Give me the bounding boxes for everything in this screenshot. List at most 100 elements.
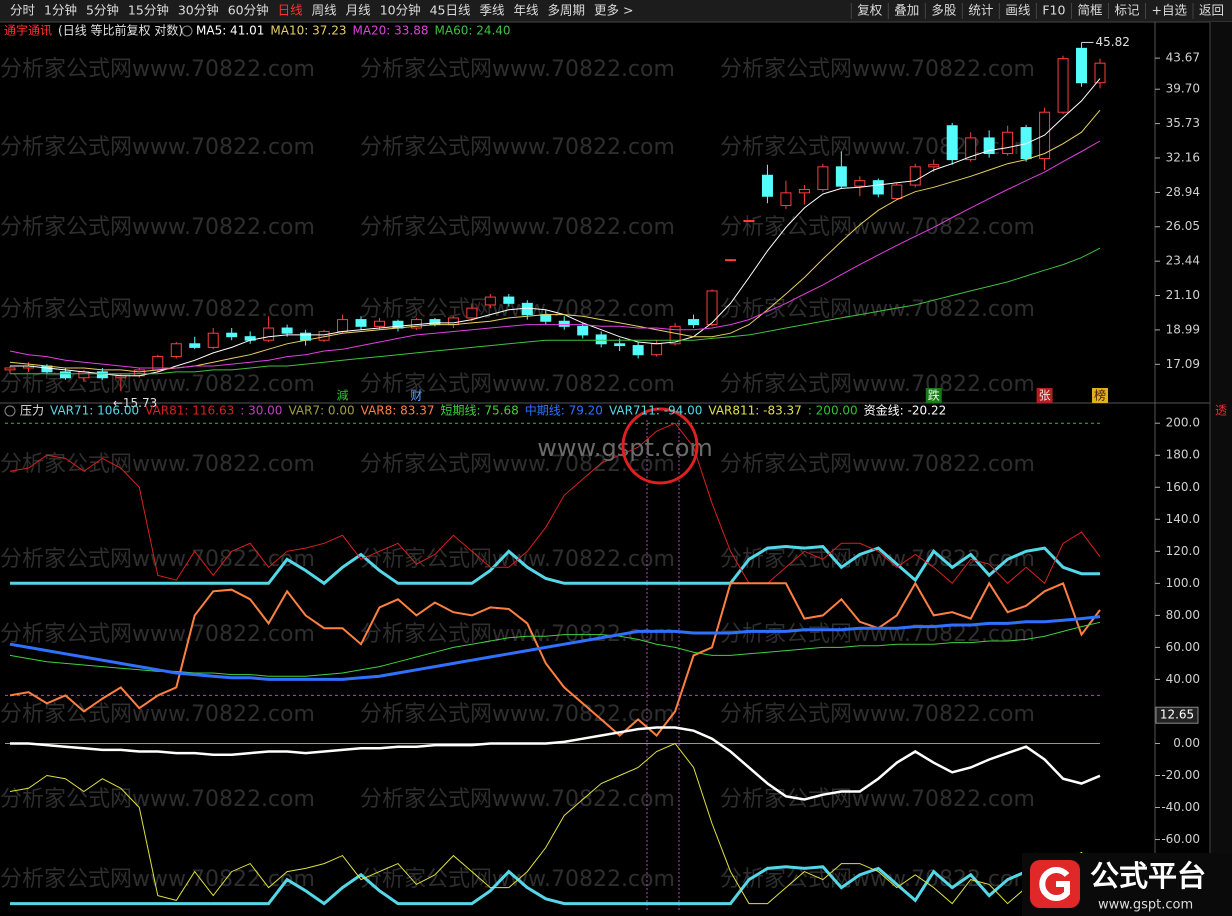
watermark: 分析家公式网www.70822.com <box>360 215 675 240</box>
candle-body <box>503 296 515 304</box>
watermark: 分析家公式网www.70822.com <box>360 452 675 477</box>
candle-body <box>1002 131 1014 155</box>
toolbar-item[interactable]: +自选 <box>1152 3 1188 18</box>
candle-body <box>540 314 552 322</box>
event-label: 张 <box>1039 389 1051 403</box>
candle-body <box>577 325 589 336</box>
candle-body <box>891 184 903 200</box>
toolbar-item[interactable]: 月线 <box>346 3 372 18</box>
toolbar-item[interactable]: 年线 <box>514 3 540 18</box>
y-tick-label: 200.0 <box>1166 416 1200 430</box>
event-label: 減 <box>337 388 349 403</box>
candle-body <box>688 319 700 326</box>
watermark: 分析家公式网www.70822.com <box>720 702 1035 727</box>
candle-body <box>965 137 977 161</box>
header-label: : 30.00 <box>240 404 282 418</box>
candle-body <box>817 166 829 190</box>
logo-title: 公式平台 <box>1090 859 1206 893</box>
candle-body <box>651 343 663 356</box>
current-value-box <box>1155 706 1199 724</box>
annotation: ←15.73 <box>113 396 157 410</box>
candle-body <box>1076 47 1088 84</box>
toolbar-item[interactable]: 更多 > <box>594 3 633 18</box>
header-label: VAR711: -94.00 <box>609 404 702 418</box>
toolbar-item[interactable]: 标记 <box>1114 3 1140 18</box>
toolbar <box>0 0 1232 22</box>
toolbar-item[interactable]: 周线 <box>312 3 338 18</box>
toolbar-item[interactable]: 叠加 <box>894 3 919 18</box>
candle-body <box>983 137 995 155</box>
toolbar-item[interactable]: 45日线 <box>430 3 471 18</box>
current-value-label: 12.65 <box>1160 708 1194 722</box>
highlight-circle <box>621 407 699 485</box>
toolbar-item[interactable]: 多股 <box>931 3 957 18</box>
toolbar-item[interactable]: 60分钟 <box>228 3 269 18</box>
watermark: 分析家公式网www.70822.com <box>720 787 1035 812</box>
toolbar-item[interactable]: F10 <box>1042 3 1065 18</box>
plot: 17.09 18.99 21.10 23.44 26.05 28.94 32.16 35.73… <box>4 35 1200 906</box>
y-tick-label: 60.00 <box>1166 640 1200 654</box>
toolbar-item[interactable]: 日线 <box>278 3 304 18</box>
header-label: VAR7: 0.00 <box>288 404 354 418</box>
y-tick-label: 23.44 <box>1166 254 1200 268</box>
toolbar-item[interactable]: 复权 <box>857 3 883 18</box>
toolbar-item[interactable]: 分时 <box>10 3 36 18</box>
y-tick-label: 32.16 <box>1166 150 1200 164</box>
watermark: 分析家公式网www.70822.com <box>720 622 1035 647</box>
watermarks: 分析家公式网www.70822.com 分析家公式网www.70822.com 分析… <box>0 57 1035 892</box>
toolbar-item[interactable]: 画线 <box>1005 3 1031 18</box>
toolbar-item[interactable]: 季线 <box>480 3 506 18</box>
header-label: MA20: 33.88 <box>352 24 428 38</box>
candle-body <box>872 180 884 195</box>
toolbar-item[interactable]: 10分钟 <box>380 3 421 18</box>
candle-body <box>706 290 718 326</box>
toolbar-item[interactable]: 1分钟 <box>44 3 77 18</box>
indicator-line <box>9 621 1101 677</box>
toolbar-item[interactable]: 30分钟 <box>178 3 219 18</box>
watermark: 分析家公式网www.70822.com <box>0 135 315 160</box>
logo-url: www.gspt.com <box>1098 898 1193 913</box>
watermark: 分析家公式网www.70822.com <box>0 297 315 322</box>
candle-body <box>263 327 275 341</box>
toolbar-item[interactable]: 统计 <box>968 3 993 18</box>
candle-body <box>41 365 53 373</box>
watermark: 分析家公式网www.70822.com <box>720 452 1035 477</box>
watermark: 分析家公式网www.70822.com <box>0 867 315 892</box>
candle-body <box>207 332 219 348</box>
header-label: 中期线: 79.20 <box>525 403 603 418</box>
header-label: : 200.00 <box>808 404 858 418</box>
watermark: 分析家公式网www.70822.com <box>360 57 675 82</box>
y-tick-label: 180.0 <box>1166 448 1200 462</box>
event-badge <box>1036 388 1053 403</box>
toolbar-item[interactable]: 5分钟 <box>86 3 119 18</box>
settings-icon[interactable] <box>4 405 16 417</box>
candle-body <box>281 327 293 334</box>
y-tick-label: 80.00 <box>1166 608 1200 622</box>
settings-icon[interactable] <box>181 25 193 37</box>
toolbar-item[interactable]: 简框 <box>1077 3 1103 18</box>
watermark: 分析家公式网www.70822.com <box>360 702 675 727</box>
candle-body <box>780 192 792 207</box>
candle-body <box>226 332 238 338</box>
candle-body <box>4 367 16 371</box>
candle-body <box>669 325 681 345</box>
candle-body <box>1020 127 1032 160</box>
event-label: 跌 <box>928 388 940 403</box>
candle-body <box>928 164 940 168</box>
candle-body <box>632 345 644 356</box>
toolbar-item[interactable]: 多周期 <box>548 3 586 18</box>
candle-body <box>595 334 607 345</box>
toolbar-item[interactable]: 15分钟 <box>128 3 169 18</box>
toolbar-item[interactable]: 返回 <box>1199 3 1224 18</box>
watermark: 分析家公式网www.70822.com <box>0 622 315 647</box>
y-tick-label: 21.10 <box>1166 288 1200 302</box>
y-tick-label: 43.67 <box>1166 51 1200 65</box>
ma-line <box>9 140 1101 369</box>
indicator-line <box>9 581 1101 737</box>
candle-body <box>96 371 108 379</box>
candle-body <box>189 343 201 348</box>
ma-line <box>10 247 1101 375</box>
candle-body <box>59 371 71 379</box>
watermark: 分析家公式网www.70822.com <box>0 215 315 240</box>
